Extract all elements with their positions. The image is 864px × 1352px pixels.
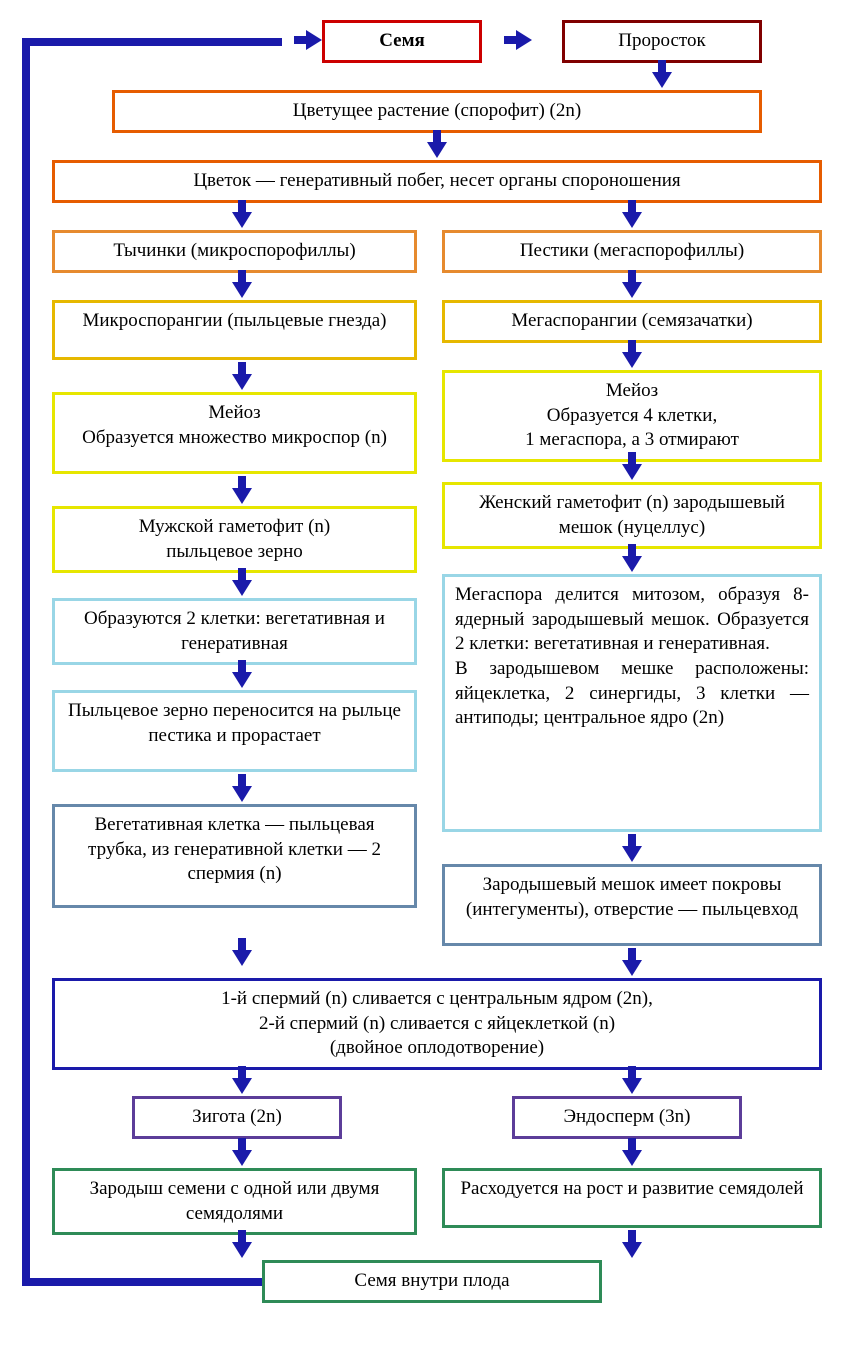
feedback-segment-0 [22, 1278, 262, 1286]
feedback-segment-1 [22, 38, 30, 1286]
arrow-down-13 [232, 786, 252, 802]
arrow-down-19 [232, 1150, 252, 1166]
arrow-down-17 [232, 1078, 252, 1094]
node-seed: Семя [322, 20, 482, 63]
arrow-down-22 [622, 1242, 642, 1258]
node-embryo: Зародыш семени с одной или двумя семядол… [52, 1168, 417, 1235]
arrow-down-1 [427, 142, 447, 158]
arrow-down-14 [622, 846, 642, 862]
arrow-right-1 [306, 30, 322, 50]
arrow-down-10 [232, 580, 252, 596]
arrow-down-21 [232, 1242, 252, 1258]
arrow-down-0 [652, 72, 672, 88]
node-zygote: Зигота (2n) [132, 1096, 342, 1139]
node-male_gam: Мужской гаметофит (n)пыльцевое зерно [52, 506, 417, 573]
arrow-down-16 [622, 960, 642, 976]
node-spent: Расходуется на рост и развитие семядолей [442, 1168, 822, 1228]
arrow-down-6 [232, 374, 252, 390]
arrow-down-20 [622, 1150, 642, 1166]
arrow-down-8 [232, 488, 252, 504]
node-pistil: Пестики (мегаспорофиллы) [442, 230, 822, 273]
node-sprout: Проросток [562, 20, 762, 63]
node-meiosis_l: МейозОбразуется множество микроспор (n) [52, 392, 417, 474]
node-mega_spor: Мегаспорангии (семязачатки) [442, 300, 822, 343]
arrow-down-5 [622, 282, 642, 298]
arrow-down-15 [232, 950, 252, 966]
arrow-down-9 [622, 464, 642, 480]
node-fem_gam: Женский гаметофит (n) зародышевый мешок … [442, 482, 822, 549]
node-embryo_sac: Зародышевый мешок имеет покровы (интегум… [442, 864, 822, 946]
node-seed_fruit: Семя внутри плода [262, 1260, 602, 1303]
arrow-down-7 [622, 352, 642, 368]
arrow-down-12 [232, 672, 252, 688]
node-veg_cell: Вегетативная клетка — пыльцевая трубка, … [52, 804, 417, 908]
node-micro_spor: Микроспорангии (пыльцевые гнезда) [52, 300, 417, 360]
node-flower: Цветок — генеративный побег, несет орган… [52, 160, 822, 203]
node-fert: 1-й спермий (n) сливается с центральным … [52, 978, 822, 1070]
node-two_cells: Образуются 2 клетки: вегетативная и гене… [52, 598, 417, 665]
arrow-down-4 [232, 282, 252, 298]
arrow-down-3 [622, 212, 642, 228]
feedback-segment-2 [22, 38, 282, 46]
node-mega_div: Мегаспора делится митозом, образуя 8-яде… [442, 574, 822, 832]
node-plant: Цветущее растение (спорофит) (2n) [112, 90, 762, 133]
node-meiosis_r: МейозОбразуется 4 клетки,1 мегаспора, а … [442, 370, 822, 462]
node-pollen_tr: Пыльцевое зерно переносится на рыльце пе… [52, 690, 417, 772]
arrow-down-2 [232, 212, 252, 228]
arrow-down-11 [622, 556, 642, 572]
node-endosperm: Эндосперм (3n) [512, 1096, 742, 1139]
arrow-down-18 [622, 1078, 642, 1094]
node-stamen: Тычинки (микроспорофиллы) [52, 230, 417, 273]
arrow-right-0 [516, 30, 532, 50]
flowchart-diagram: Семя Проросток Цветущее растение (спорофит… [22, 20, 842, 1330]
